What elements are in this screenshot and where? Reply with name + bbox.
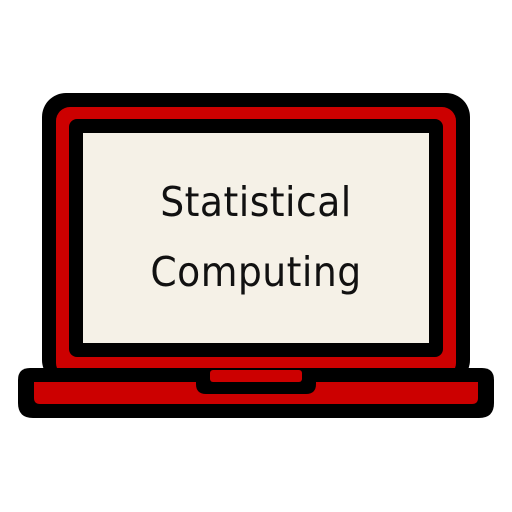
screen-display	[83, 133, 429, 343]
screen-line-1: Statistical	[160, 178, 352, 227]
base-notch	[210, 370, 302, 382]
screen-text: Statistical Computing	[97, 133, 415, 343]
screen-line-2: Computing	[150, 248, 362, 296]
